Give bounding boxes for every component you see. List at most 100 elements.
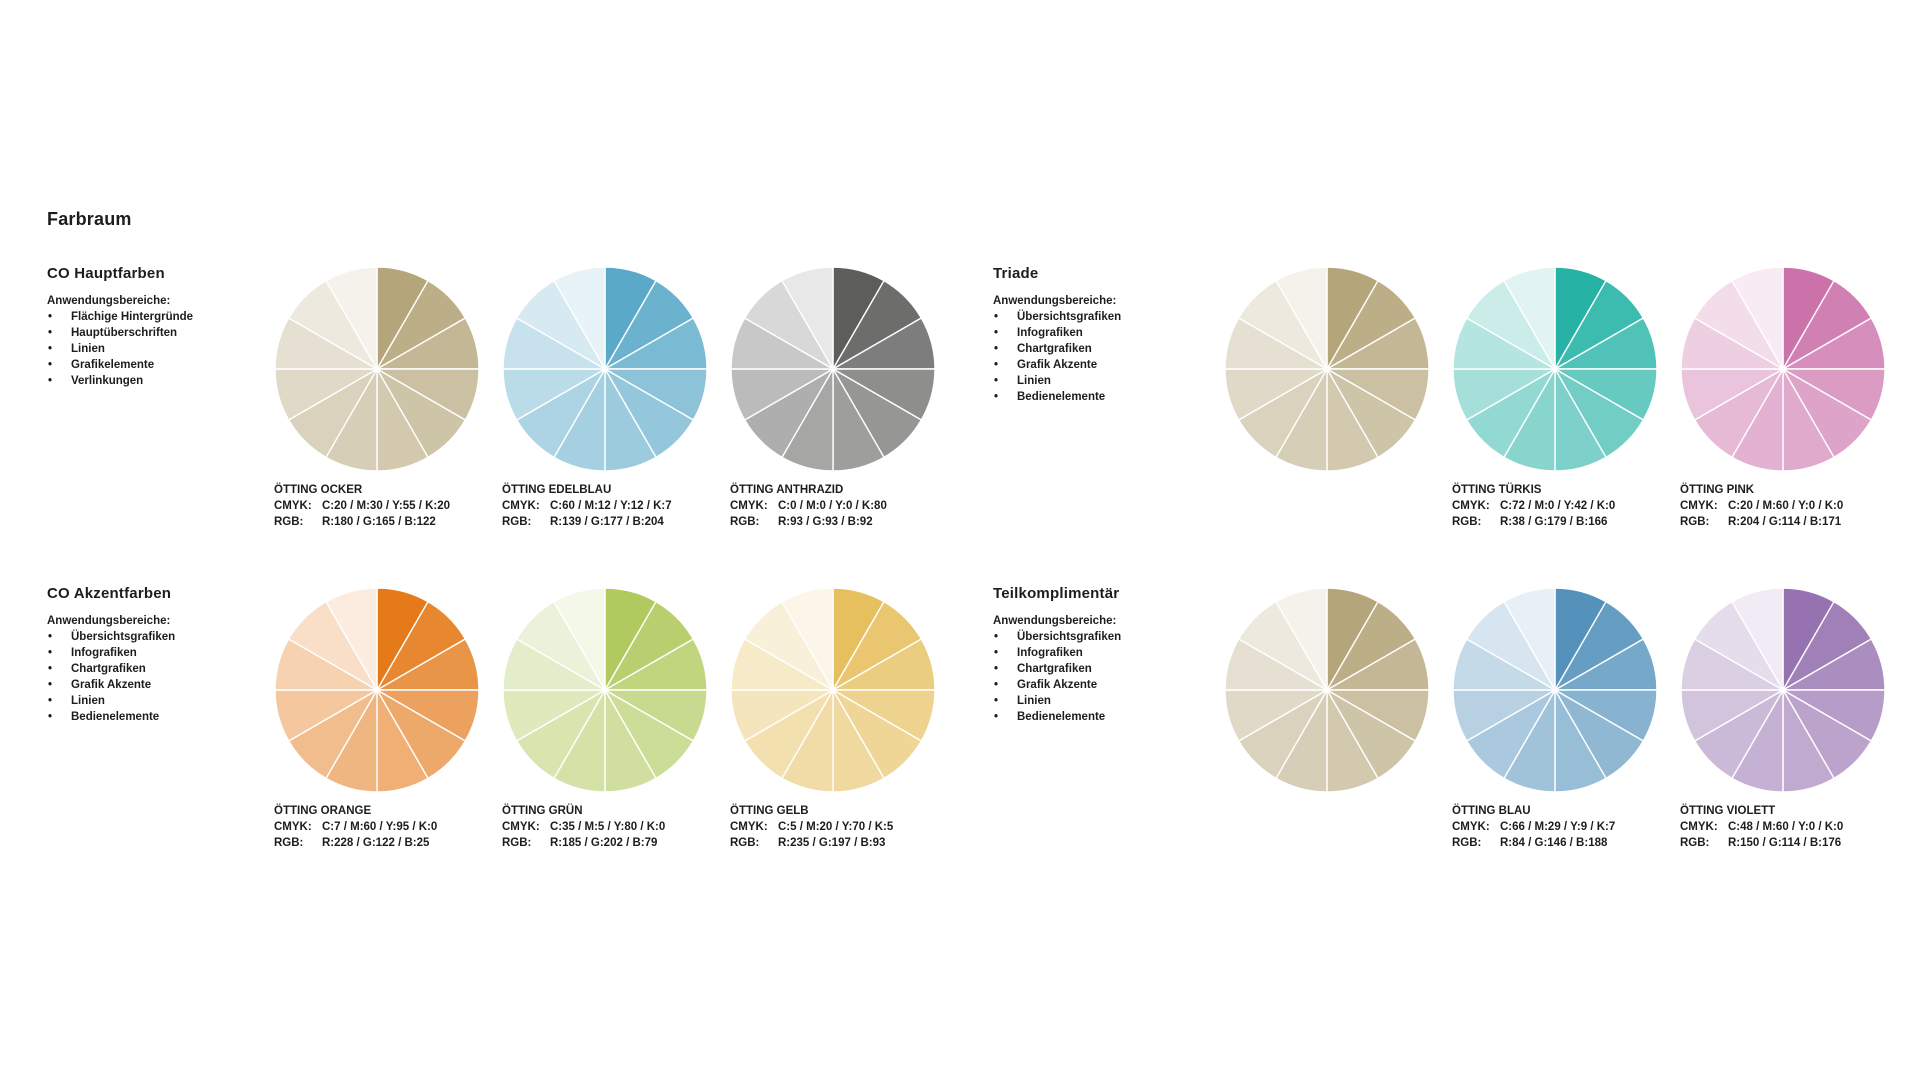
rgb-label: RGB: bbox=[502, 837, 532, 849]
rgb-value: R:93 / G:93 / B:92 bbox=[778, 516, 873, 528]
section-title: Teilkomplimentär bbox=[993, 585, 1120, 602]
cmyk-row: CMYK: C:0 / M:0 / Y:0 / K:80 bbox=[730, 498, 960, 514]
cmyk-value: C:0 / M:0 / Y:0 / K:80 bbox=[778, 500, 887, 512]
page-title: Farbraum bbox=[47, 209, 132, 229]
cmyk-row: CMYK: C:35 / M:5 / Y:80 / K:0 bbox=[502, 819, 732, 835]
swatch-name: ÖTTING GRÜN bbox=[502, 805, 583, 817]
color-wheel bbox=[1680, 587, 1886, 793]
color-wheel bbox=[274, 266, 480, 472]
cmyk-value: C:72 / M:0 / Y:42 / K:0 bbox=[1500, 500, 1616, 512]
swatch-triade-ocker bbox=[1224, 266, 1454, 472]
swatch-orange: ÖTTING ORANGE CMYK: C:7 / M:60 / Y:95 / K… bbox=[274, 587, 504, 851]
rgb-value: R:180 / G:165 / B:122 bbox=[322, 516, 436, 528]
rgb-label: RGB: bbox=[1680, 837, 1710, 849]
swatch-tuerkis: ÖTTING TÜRKIS CMYK: C:72 / M:0 / Y:42 / K… bbox=[1452, 266, 1682, 530]
cmyk-value: C:35 / M:5 / Y:80 / K:0 bbox=[550, 821, 666, 833]
swatch-name: ÖTTING GELB bbox=[730, 805, 809, 817]
color-wheel bbox=[1224, 587, 1430, 793]
swatch-name: ÖTTING BLAU bbox=[1452, 805, 1531, 817]
section-akzentfarben: CO Akzentfarben Anwendungsbereiche: Über… bbox=[47, 585, 175, 725]
section-subtitle: Anwendungsbereiche: bbox=[993, 295, 1117, 307]
usage-item: Bedienelemente bbox=[993, 389, 1121, 405]
usage-item: Übersichtsgrafiken bbox=[993, 309, 1121, 325]
usage-item: Flächige Hintergründe bbox=[47, 309, 193, 325]
rgb-row: RGB: R:228 / G:122 / B:25 bbox=[274, 835, 504, 851]
cmyk-value: C:20 / M:60 / Y:0 / K:0 bbox=[1728, 500, 1844, 512]
section-title: CO Hauptfarben bbox=[47, 265, 165, 282]
rgb-label: RGB: bbox=[502, 516, 532, 528]
wheel-segment bbox=[781, 587, 834, 691]
usage-item: Chartgrafiken bbox=[993, 341, 1121, 357]
section-teilkomplimentaer: Teilkomplimentär Anwendungsbereiche: Übe… bbox=[993, 585, 1121, 725]
swatch-name: ÖTTING TÜRKIS bbox=[1452, 484, 1542, 496]
cmyk-label: CMYK: bbox=[502, 821, 540, 833]
rgb-row: RGB: R:93 / G:93 / B:92 bbox=[730, 514, 960, 530]
wheel-segment bbox=[1731, 266, 1784, 370]
usage-list: Übersichtsgrafiken Infografiken Chartgra… bbox=[993, 309, 1121, 405]
swatch-name: ÖTTING ANTHRAZID bbox=[730, 484, 844, 496]
swatch-ocker: ÖTTING OCKER CMYK: C:20 / M:30 / Y:55 / K… bbox=[274, 266, 504, 530]
section-triade: Triade Anwendungsbereiche: Übersichtsgra… bbox=[993, 265, 1121, 405]
usage-list: Übersichtsgrafiken Infografiken Chartgra… bbox=[47, 629, 175, 725]
rgb-label: RGB: bbox=[274, 837, 304, 849]
swatch-gelb: ÖTTING GELB CMYK: C:5 / M:20 / Y:70 / K:5… bbox=[730, 587, 960, 851]
cmyk-label: CMYK: bbox=[1680, 500, 1718, 512]
usage-item: Grafik Akzente bbox=[993, 357, 1121, 373]
wheel-segment bbox=[1731, 587, 1784, 691]
usage-item: Grafik Akzente bbox=[47, 677, 175, 693]
section-title: Triade bbox=[993, 265, 1039, 282]
color-wheel bbox=[1452, 266, 1658, 472]
color-wheel bbox=[274, 587, 480, 793]
cmyk-value: C:48 / M:60 / Y:0 / K:0 bbox=[1728, 821, 1844, 833]
rgb-label: RGB: bbox=[274, 516, 304, 528]
swatch-edelblau: ÖTTING EDELBLAU CMYK: C:60 / M:12 / Y:12 … bbox=[502, 266, 732, 530]
cmyk-label: CMYK: bbox=[502, 500, 540, 512]
rgb-label: RGB: bbox=[730, 516, 760, 528]
rgb-value: R:204 / G:114 / B:171 bbox=[1728, 516, 1842, 528]
rgb-row: RGB: R:235 / G:197 / B:93 bbox=[730, 835, 960, 851]
cmyk-row: CMYK: C:72 / M:0 / Y:42 / K:0 bbox=[1452, 498, 1682, 514]
cmyk-row: CMYK: C:7 / M:60 / Y:95 / K:0 bbox=[274, 819, 504, 835]
usage-item: Hauptüberschriften bbox=[47, 325, 193, 341]
rgb-row: RGB: R:84 / G:146 / B:188 bbox=[1452, 835, 1682, 851]
rgb-row: RGB: R:180 / G:165 / B:122 bbox=[274, 514, 504, 530]
swatch-blau: ÖTTING BLAU CMYK: C:66 / M:29 / Y:9 / K:7… bbox=[1452, 587, 1682, 851]
rgb-value: R:185 / G:202 / B:79 bbox=[550, 837, 658, 849]
section-subtitle: Anwendungsbereiche: bbox=[47, 615, 171, 627]
swatch-name: ÖTTING VIOLETT bbox=[1680, 805, 1776, 817]
wheel-segment bbox=[1503, 266, 1556, 370]
swatch-name: ÖTTING ORANGE bbox=[274, 805, 372, 817]
rgb-label: RGB: bbox=[1452, 516, 1482, 528]
color-wheel bbox=[1452, 587, 1658, 793]
rgb-value: R:139 / G:177 / B:204 bbox=[550, 516, 664, 528]
rgb-value: R:235 / G:197 / B:93 bbox=[778, 837, 886, 849]
cmyk-row: CMYK: C:60 / M:12 / Y:12 / K:7 bbox=[502, 498, 732, 514]
wheel-segment bbox=[325, 587, 378, 691]
cmyk-label: CMYK: bbox=[274, 500, 312, 512]
usage-list: Übersichtsgrafiken Infografiken Chartgra… bbox=[993, 629, 1121, 725]
usage-item: Verlinkungen bbox=[47, 373, 193, 389]
swatch-teilkomp-ocker bbox=[1224, 587, 1454, 793]
wheel-segment bbox=[553, 266, 606, 370]
cmyk-row: CMYK: C:66 / M:29 / Y:9 / K:7 bbox=[1452, 819, 1682, 835]
cmyk-row: CMYK: C:20 / M:30 / Y:55 / K:20 bbox=[274, 498, 504, 514]
cmyk-label: CMYK: bbox=[730, 821, 768, 833]
usage-item: Chartgrafiken bbox=[47, 661, 175, 677]
color-wheel bbox=[730, 266, 936, 472]
cmyk-label: CMYK: bbox=[1452, 821, 1490, 833]
swatch-name: ÖTTING PINK bbox=[1680, 484, 1755, 496]
rgb-label: RGB: bbox=[1452, 837, 1482, 849]
usage-item: Bedienelemente bbox=[993, 709, 1121, 725]
color-wheel bbox=[730, 587, 936, 793]
rgb-row: RGB: R:204 / G:114 / B:171 bbox=[1680, 514, 1910, 530]
rgb-row: RGB: R:38 / G:179 / B:166 bbox=[1452, 514, 1682, 530]
cmyk-value: C:66 / M:29 / Y:9 / K:7 bbox=[1500, 821, 1616, 833]
usage-item: Chartgrafiken bbox=[993, 661, 1121, 677]
usage-item: Bedienelemente bbox=[47, 709, 175, 725]
section-title: CO Akzentfarben bbox=[47, 585, 172, 602]
rgb-row: RGB: R:150 / G:114 / B:176 bbox=[1680, 835, 1910, 851]
swatch-name: ÖTTING OCKER bbox=[274, 484, 363, 496]
cmyk-value: C:5 / M:20 / Y:70 / K:5 bbox=[778, 821, 894, 833]
usage-item: Übersichtsgrafiken bbox=[993, 629, 1121, 645]
usage-list: Flächige Hintergründe Hauptüberschriften… bbox=[47, 309, 193, 389]
